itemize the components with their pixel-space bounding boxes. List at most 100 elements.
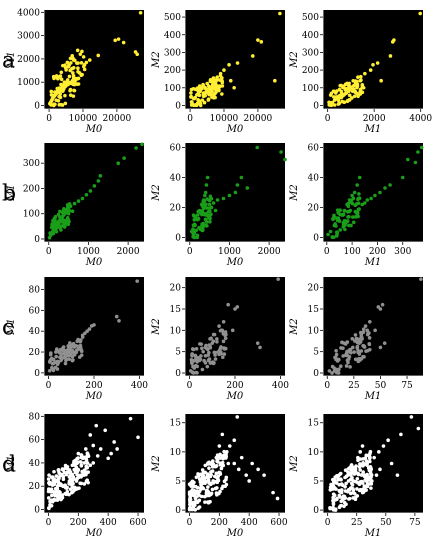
data-point <box>67 481 71 486</box>
data-point <box>49 89 54 94</box>
data-point <box>215 198 220 202</box>
data-point <box>91 461 96 465</box>
data-point <box>46 496 51 500</box>
x-tick-label: 0 <box>324 247 330 257</box>
data-point <box>194 347 199 351</box>
svg-text:M0: M0 <box>226 391 244 402</box>
data-point <box>335 89 339 93</box>
data-point <box>333 355 338 360</box>
data-point <box>335 96 339 101</box>
y-axis-label: M2 <box>151 51 162 69</box>
data-point <box>338 83 343 88</box>
data-point <box>74 479 79 483</box>
data-point <box>227 193 232 198</box>
data-point <box>331 502 336 507</box>
data-point <box>47 480 52 485</box>
scatter-panel-b-3: 0 100 200 300 0 20 40 60 M1 M2 <box>289 143 424 268</box>
data-point <box>329 482 333 487</box>
row-label-d: d <box>2 453 16 478</box>
data-point <box>95 454 100 458</box>
data-point <box>201 198 206 202</box>
data-point <box>191 234 195 239</box>
y-tick-label: 200 <box>302 66 319 76</box>
data-point <box>328 229 333 234</box>
y-tick-label: 5 <box>175 477 181 487</box>
data-point <box>203 193 207 198</box>
data-point <box>56 212 61 217</box>
data-point <box>135 279 139 283</box>
data-point <box>216 477 220 481</box>
svg-text:M0: M0 <box>85 391 103 402</box>
data-point <box>358 78 363 83</box>
y-tick-label: 0 <box>34 506 40 516</box>
data-point <box>113 38 117 43</box>
data-point <box>348 486 353 490</box>
y-tick-label: 0 <box>34 235 40 245</box>
data-point <box>329 91 334 96</box>
data-point <box>358 358 362 362</box>
data-point <box>351 220 356 225</box>
data-point <box>358 462 362 466</box>
data-point <box>378 190 382 195</box>
data-point <box>140 142 144 147</box>
data-point <box>211 201 216 205</box>
data-point <box>49 351 53 355</box>
data-point <box>205 364 210 369</box>
data-point <box>50 222 54 227</box>
data-point <box>236 467 241 472</box>
data-point <box>194 370 198 375</box>
data-point <box>189 91 193 95</box>
data-point <box>96 179 101 183</box>
data-point <box>202 494 207 499</box>
plot-area <box>185 10 285 109</box>
data-point <box>332 103 337 107</box>
data-point <box>332 485 336 489</box>
x-tick-label: 400 <box>131 381 148 391</box>
y-tick-label: 40 <box>29 459 41 469</box>
data-point <box>245 186 250 190</box>
data-point <box>395 473 400 477</box>
data-point <box>67 475 72 479</box>
data-point <box>116 161 121 166</box>
data-point <box>334 352 339 357</box>
y-tick-label: 100 <box>23 210 40 220</box>
data-point <box>77 71 82 75</box>
data-point <box>192 484 196 489</box>
data-point <box>219 345 223 349</box>
data-point <box>210 89 214 94</box>
data-point <box>116 37 121 41</box>
data-point <box>227 63 231 67</box>
data-point <box>217 324 221 328</box>
data-point <box>196 92 201 96</box>
data-point <box>61 484 65 489</box>
data-point <box>355 487 359 491</box>
data-point <box>76 468 81 472</box>
data-point <box>344 474 349 479</box>
data-point <box>189 229 194 234</box>
x-tick-label: 200 <box>70 518 87 528</box>
x-tick-label: 10000 <box>210 114 239 124</box>
data-point <box>356 455 360 460</box>
data-point <box>83 331 87 336</box>
svg-text:M2: M2 <box>151 51 162 69</box>
x-tick-label: 50 <box>375 381 387 391</box>
data-point <box>200 224 204 228</box>
x-axis-label: M1 <box>364 391 382 402</box>
x-tick-label: 200 <box>226 381 243 391</box>
data-point <box>193 95 197 100</box>
data-point <box>361 327 366 331</box>
data-point <box>347 223 351 228</box>
data-point <box>358 87 363 92</box>
data-point <box>210 461 214 466</box>
svg-text:M1: M1 <box>364 257 382 268</box>
data-point <box>63 93 67 98</box>
y-tick-label: 20 <box>29 482 41 492</box>
data-point <box>209 205 214 210</box>
data-point <box>62 213 66 217</box>
data-point <box>381 444 386 448</box>
data-point <box>400 175 405 180</box>
data-point <box>360 480 365 485</box>
data-point <box>98 447 103 451</box>
data-point <box>350 193 354 198</box>
data-point <box>335 230 339 234</box>
